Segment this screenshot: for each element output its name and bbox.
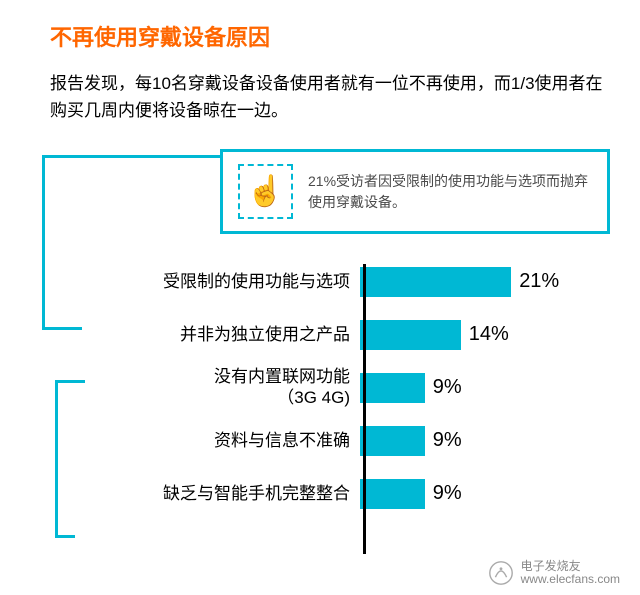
description-text: 报告发现，每10名穿戴设备设备使用者就有一位不再使用，而1/3使用者在购买几周内… [50,70,610,124]
bar-wrap: 9% [360,479,590,509]
bar-wrap: 9% [360,426,590,456]
bar-row: 并非为独立使用之产品 14% [50,317,610,352]
connector-horizontal-top [42,155,220,158]
page-title: 不再使用穿戴设备原因 [50,20,610,52]
pointer-icon: ☝ [247,174,284,209]
bar-label: 缺乏与智能手机完整整合 [50,484,360,504]
bar [360,373,425,403]
bar [360,426,425,456]
pointer-icon-wrap: ☝ [238,164,293,219]
y-axis [363,264,366,554]
bar-label: 资料与信息不准确 [50,431,360,451]
bar-label: 并非为独立使用之产品 [50,325,360,345]
bar [360,320,461,350]
bar-value: 14% [469,323,509,346]
bar [360,479,425,509]
bar-wrap: 21% [360,267,590,297]
bar-value: 9% [433,482,462,505]
bar-row: 资料与信息不准确 9% [50,423,610,458]
bar [360,267,511,297]
logo-icon [487,559,515,587]
bar-value: 9% [433,376,462,399]
bar-row: 没有内置联网功能（3G 4G) 9% [50,370,610,405]
bar-wrap: 9% [360,373,590,403]
watermark-line2: www.elecfans.com [521,573,620,586]
watermark: 电子发烧友 www.elecfans.com [487,559,620,587]
connector-vertical-1 [42,155,45,330]
bar-value: 21% [519,270,559,293]
bar-wrap: 14% [360,320,590,350]
callout-text: 21%受访者因受限制的使用功能与选项而抛弃使用穿戴设备。 [308,171,592,213]
connector-h-bar5 [55,535,75,538]
bar-chart: 受限制的使用功能与选项 21% 并非为独立使用之产品 14% 没有内置联网功能（3G 4… [50,264,610,511]
bar-label: 受限制的使用功能与选项 [50,272,360,292]
bar-row: 缺乏与智能手机完整整合 9% [50,476,610,511]
bar-row: 受限制的使用功能与选项 21% [50,264,610,299]
bar-value: 9% [433,429,462,452]
callout-box: ☝ 21%受访者因受限制的使用功能与选项而抛弃使用穿戴设备。 [220,149,610,234]
bar-label: 没有内置联网功能（3G 4G) [50,367,360,408]
